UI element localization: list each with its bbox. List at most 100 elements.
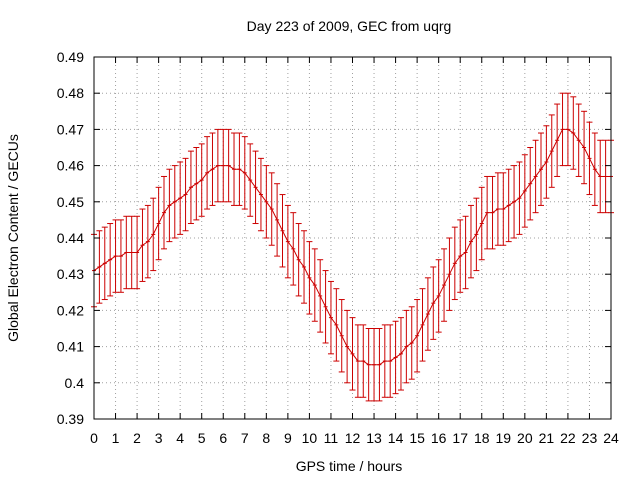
error-bar	[214, 128, 221, 203]
error-bar	[511, 165, 518, 239]
error-bar	[327, 280, 334, 355]
error-bar	[575, 103, 582, 177]
error-bar	[317, 259, 324, 333]
error-bar	[570, 96, 577, 170]
y-tick-label: 0.39	[57, 411, 84, 427]
y-tick-label: 0.46	[57, 158, 84, 174]
error-bar	[532, 139, 539, 214]
y-tick-labels: 0.39 0.4 0.41 0.42 0.43 0.44 0.45 0.46 0.47 0.48 0…	[57, 49, 84, 427]
error-bar	[430, 266, 437, 340]
error-bar	[564, 92, 571, 167]
error-bar	[322, 270, 329, 344]
error-bar	[360, 324, 367, 398]
x-tick-label: 8	[262, 430, 270, 446]
error-bar	[247, 143, 254, 217]
error-bar	[290, 212, 297, 286]
error-bar	[597, 139, 604, 214]
error-bar	[484, 175, 491, 250]
x-tick-label: 12	[345, 430, 361, 446]
error-bar	[123, 215, 130, 290]
x-tick-label: 20	[517, 430, 533, 446]
error-bar	[333, 288, 340, 362]
x-tick-label: 21	[539, 430, 555, 446]
error-bar	[473, 197, 480, 272]
x-tick-label: 6	[219, 430, 227, 446]
error-bar	[198, 143, 205, 217]
error-bar	[344, 309, 351, 384]
error-bar	[554, 103, 561, 177]
chart-title: Day 223 of 2009, GEC from uqrg	[247, 18, 452, 34]
x-tick-label: 5	[198, 430, 206, 446]
error-bar	[301, 230, 308, 304]
error-bar	[241, 136, 248, 210]
error-bar	[381, 324, 388, 398]
error-bar	[543, 125, 550, 199]
error-bar	[591, 132, 598, 206]
error-bar	[537, 132, 544, 206]
error-bar	[581, 110, 588, 185]
x-tick-label: 13	[366, 430, 382, 446]
error-bar	[166, 168, 173, 243]
error-bar	[424, 277, 431, 351]
error-bar	[177, 161, 184, 235]
error-bar	[505, 168, 512, 243]
error-bar	[295, 223, 302, 297]
error-bar	[306, 241, 313, 315]
error-bar	[134, 215, 141, 290]
error-bar	[101, 226, 108, 301]
error-bar	[274, 183, 281, 257]
error-bar	[220, 128, 227, 203]
error-bar	[478, 186, 485, 261]
error-bar	[602, 139, 609, 214]
x-tick-label: 0	[90, 430, 98, 446]
error-bar	[467, 204, 474, 279]
error-bar	[311, 248, 318, 322]
error-bar	[489, 175, 496, 250]
error-bar	[408, 306, 415, 380]
error-bar	[371, 328, 378, 402]
x-tick-label: 18	[474, 430, 490, 446]
error-bar	[365, 328, 372, 402]
y-tick-label: 0.4	[65, 375, 85, 391]
tick-marks	[93, 56, 612, 420]
error-bar	[392, 320, 399, 395]
error-bar	[107, 223, 114, 297]
error-bar	[279, 194, 286, 268]
error-bar	[414, 299, 421, 373]
error-bar	[193, 147, 200, 221]
error-bar	[457, 219, 464, 293]
x-tick-label: 3	[155, 430, 163, 446]
x-tick-label: 1	[112, 430, 120, 446]
error-bar	[338, 299, 345, 373]
error-bar	[354, 324, 361, 398]
x-tick-label: 16	[431, 430, 447, 446]
error-bar	[586, 121, 593, 196]
y-tick-label: 0.47	[57, 121, 84, 137]
x-axis-label: GPS time / hours	[296, 458, 403, 474]
error-bar	[139, 208, 146, 282]
x-tick-label: 10	[302, 430, 318, 446]
x-tick-label: 11	[324, 430, 339, 446]
error-bar	[263, 165, 270, 239]
error-bar	[387, 324, 394, 398]
error-bar	[155, 186, 162, 261]
x-tick-label: 22	[560, 430, 576, 446]
error-bar	[128, 215, 135, 290]
error-bar	[204, 136, 211, 210]
error-bar	[521, 154, 528, 228]
error-bar	[150, 197, 157, 272]
y-tick-label: 0.43	[57, 266, 84, 282]
x-tick-labels: 0 1 2 3 4 5 6 7 8 9 10 11 12 13 14 15 16 17 18 19 20 21 22 23 24	[90, 430, 619, 446]
y-tick-label: 0.41	[57, 339, 84, 355]
error-bar	[494, 172, 501, 246]
x-tick-label: 9	[284, 430, 292, 446]
error-bar	[500, 172, 507, 246]
error-bar	[441, 248, 448, 322]
y-tick-label: 0.48	[57, 85, 84, 101]
y-tick-label: 0.44	[57, 230, 84, 246]
error-bar	[209, 132, 216, 206]
y-axis-label: Global Electron Content / GECUs	[5, 134, 21, 342]
error-bar	[144, 204, 151, 279]
x-tick-label: 19	[496, 430, 512, 446]
